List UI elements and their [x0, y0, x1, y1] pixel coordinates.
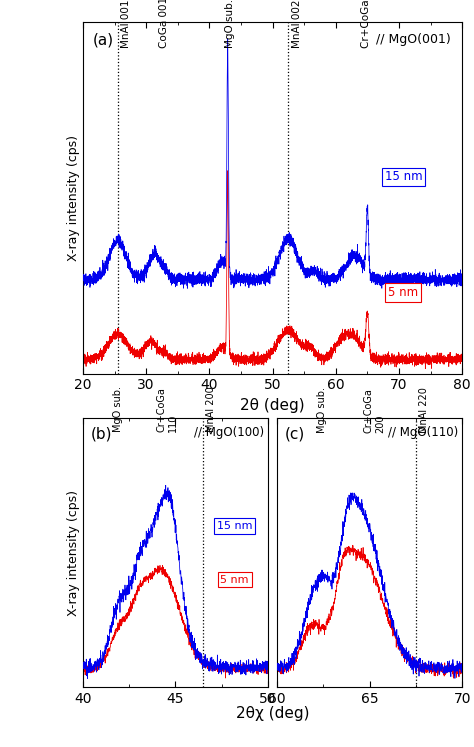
Text: 2θχ (deg): 2θχ (deg): [236, 706, 310, 721]
Text: 5 nm: 5 nm: [220, 574, 249, 585]
Text: (a): (a): [92, 33, 114, 48]
Text: 15 nm: 15 nm: [384, 170, 422, 184]
Text: MgO sub.: MgO sub.: [317, 387, 327, 433]
Text: (b): (b): [91, 427, 112, 441]
X-axis label: 2θ (deg): 2θ (deg): [240, 398, 305, 413]
Text: MnAl 220: MnAl 220: [419, 388, 428, 433]
Text: // MgO(110): // MgO(110): [388, 427, 458, 439]
Text: MnAl 002: MnAl 002: [292, 0, 301, 49]
Text: 5 nm: 5 nm: [388, 286, 419, 300]
Text: MnAl 001: MnAl 001: [121, 0, 131, 49]
Text: Cr+CoGa
200: Cr+CoGa 200: [363, 388, 385, 433]
Y-axis label: X-ray intensity (cps): X-ray intensity (cps): [67, 135, 80, 261]
Text: (c): (c): [284, 427, 305, 441]
Text: // MgO(100): // MgO(100): [194, 427, 264, 439]
Text: // MgO(001): // MgO(001): [376, 33, 451, 46]
Text: MnAl 200: MnAl 200: [206, 386, 216, 432]
Text: 15 nm: 15 nm: [217, 521, 252, 531]
Text: CoGa 001: CoGa 001: [159, 0, 169, 49]
Text: Cr+CoGa 002: Cr+CoGa 002: [361, 0, 371, 49]
Text: Cr+CoGa
110: Cr+CoGa 110: [156, 387, 178, 432]
Y-axis label: X-ray intensity (cps): X-ray intensity (cps): [67, 490, 80, 616]
Text: MgO sub.: MgO sub.: [225, 0, 235, 49]
Text: MgO sub.: MgO sub.: [113, 385, 123, 432]
